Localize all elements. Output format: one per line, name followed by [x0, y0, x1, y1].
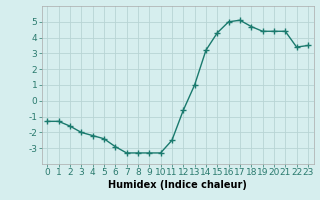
X-axis label: Humidex (Indice chaleur): Humidex (Indice chaleur)	[108, 180, 247, 190]
